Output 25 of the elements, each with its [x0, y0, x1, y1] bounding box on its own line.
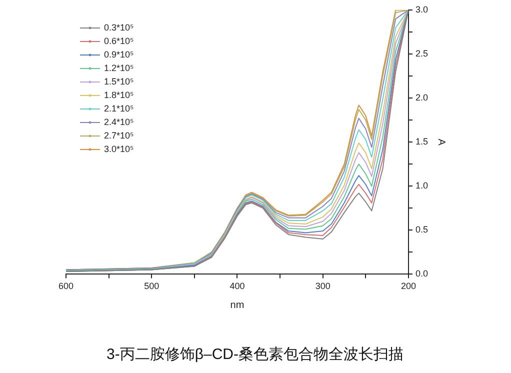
legend-label: 0.9*10⁵ [104, 49, 134, 60]
legend-label: 3.0*10⁵ [104, 144, 134, 154]
y-tick-label: 3.0 [415, 4, 428, 14]
legend-label: 2.7*10⁵ [104, 130, 134, 140]
y-tick-label: 1.0 [415, 180, 428, 191]
legend-label: 1.2*10⁵ [104, 62, 134, 73]
x-tick-label: 300 [315, 281, 330, 292]
y-axis-title: A [435, 138, 446, 146]
legend-label: 0.6*10⁵ [104, 36, 134, 46]
legend-label: 1.5*10⁵ [104, 76, 134, 86]
y-tick-label: 2.5 [415, 48, 428, 59]
y-tick-label: 0.0 [415, 268, 428, 279]
x-tick-label: 500 [144, 281, 160, 292]
x-tick-label: 200 [400, 281, 416, 292]
legend-label: 0.3*10⁵ [104, 22, 134, 32]
legend-label: 2.1*10⁵ [104, 103, 134, 114]
legend-label: 1.8*10⁵ [104, 90, 134, 100]
legend-label: 2.4*10⁵ [104, 116, 134, 127]
x-tick-label: 600 [58, 281, 74, 292]
y-tick-label: 2.0 [415, 92, 428, 103]
text: 3-丙二胺修饰β–CD-桑色素包合物全波长扫描 [106, 346, 404, 364]
y-tick-label: 0.5 [415, 224, 428, 235]
y-tick-label: 1.5 [415, 136, 428, 147]
x-axis-title: nm [230, 300, 244, 311]
x-tick-label: 400 [230, 281, 245, 292]
